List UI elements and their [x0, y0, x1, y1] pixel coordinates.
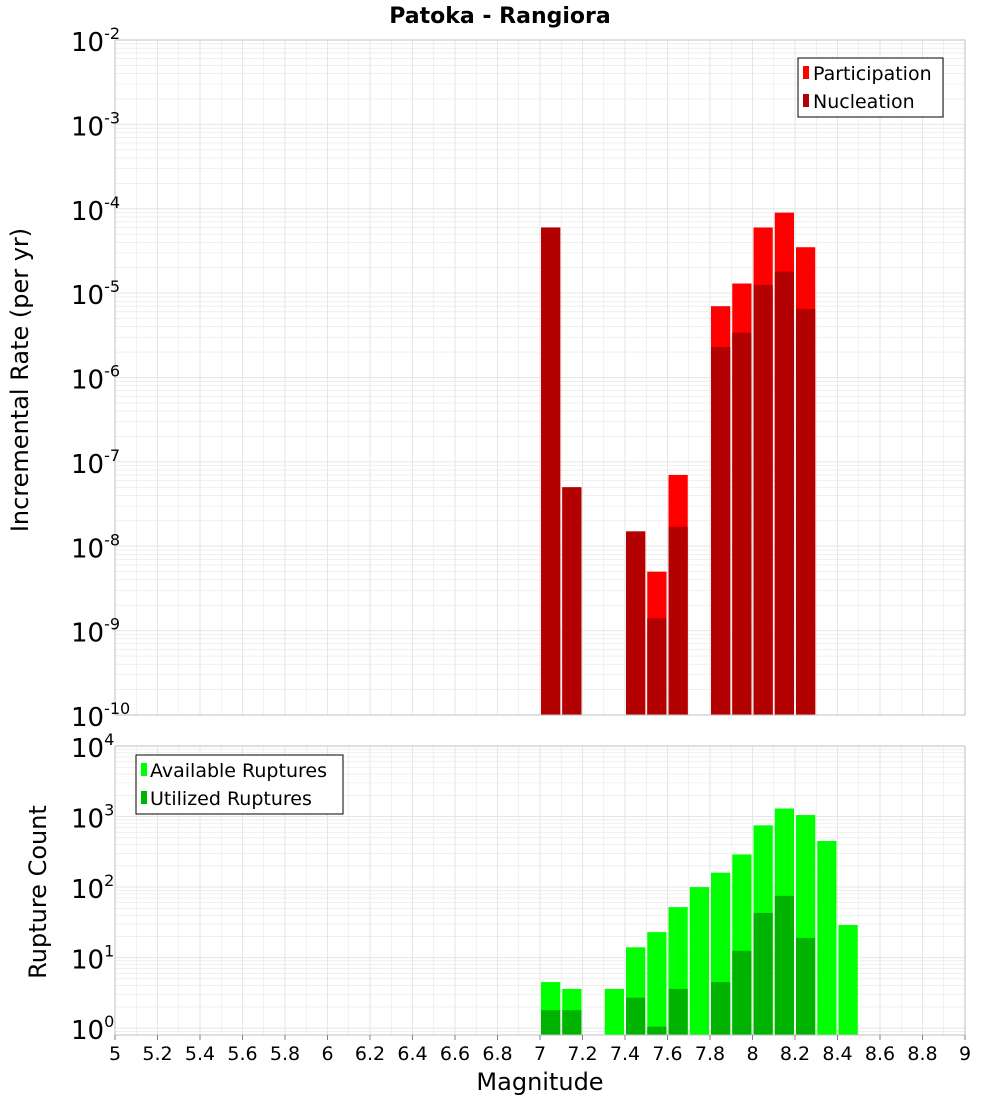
count-utilized-ruptures-bar [647, 1026, 667, 1035]
count-utilized-ruptures-bar [626, 997, 646, 1035]
rate-nucleation-bar [753, 284, 773, 715]
rate-plot-bars [541, 212, 816, 716]
rate-y-axis-ticks: 10-10 10-9 10-8 10-7 10-6 10-5 10-4 10-3 10-2 [71, 24, 130, 733]
x-tick-label: 5.6 [227, 1043, 257, 1065]
participation-legend-label: Participation [813, 63, 932, 85]
rate-y-tick-label: 10-9 [71, 615, 120, 649]
rate-plot-grid [114, 40, 966, 716]
nucleation-swatch [803, 94, 809, 107]
count-y-tick-label: 104 [71, 730, 114, 764]
count-y-tick-label: 102 [71, 871, 114, 905]
rate-y-axis-label: Incremental Rate (per yr) [6, 228, 34, 532]
rate-y-tick-label: 10-3 [71, 108, 120, 142]
rate-nucleation-bar [626, 531, 646, 715]
count-utilized-ruptures-bar [796, 937, 816, 1035]
rate-nucleation-bar [774, 271, 794, 715]
count-y-tick-label: 103 [71, 801, 114, 835]
count-available-ruptures-bar [689, 887, 709, 1035]
rate-y-tick-label: 10-6 [71, 362, 120, 396]
rate-legend-box [797, 57, 944, 118]
rate-nucleation-bar [732, 332, 752, 715]
count-utilized-ruptures-bar [668, 988, 688, 1035]
rate-nucleation-bar [711, 346, 731, 715]
x-tick-label: 6.6 [440, 1043, 470, 1065]
magnitude-x-axis-ticks: 5 5.2 5.4 5.6 5.8 6 6.2 6.4 6.6 6.8 7 7.2 7.4 7.6 7.8 8… [109, 1035, 971, 1065]
available-legend-label: Available Ruptures [150, 760, 327, 782]
rate-legend: Participation Nucleation [797, 57, 944, 118]
rate-nucleation-bar [562, 487, 582, 715]
count-utilized-ruptures-bar [753, 912, 773, 1035]
nucleation-legend-label: Nucleation [813, 91, 915, 113]
x-tick-label: 8.6 [865, 1043, 895, 1065]
chart-title: Patoka - Rangiora [389, 4, 610, 29]
x-tick-label: 6.4 [397, 1043, 427, 1065]
x-tick-label: 8 [746, 1043, 758, 1065]
count-available-ruptures-bar [647, 932, 667, 1035]
count-legend-box [135, 754, 344, 815]
count-utilized-ruptures-bar [732, 950, 752, 1035]
rate-y-tick-label: 10-2 [71, 24, 120, 58]
count-legend: Available Ruptures Utilized Ruptures [135, 754, 344, 815]
rate-nucleation-bar [647, 618, 667, 715]
available-swatch [141, 763, 147, 776]
count-utilized-ruptures-bar [711, 982, 731, 1035]
rate-nucleation-bar [668, 526, 688, 715]
rate-nucleation-bar [541, 227, 561, 715]
rate-plot-frame [114, 39, 966, 716]
utilized-legend-label: Utilized Ruptures [150, 788, 312, 810]
count-plot-bars [541, 808, 858, 1035]
x-tick-label: 6 [321, 1043, 333, 1065]
count-utilized-ruptures-bar [774, 895, 794, 1035]
x-tick-label: 5.4 [185, 1043, 215, 1065]
count-utilized-ruptures-bar [562, 1010, 582, 1035]
x-tick-label: 5 [109, 1043, 121, 1065]
x-tick-label: 7.2 [567, 1043, 597, 1065]
x-tick-label: 7.8 [695, 1043, 725, 1065]
rate-y-tick-label: 10-4 [71, 193, 120, 227]
count-available-ruptures-bar [604, 988, 624, 1035]
x-tick-label: 7.4 [610, 1043, 640, 1065]
x-tick-label: 6.8 [482, 1043, 512, 1065]
x-tick-label: 6.2 [355, 1043, 385, 1065]
count-y-tick-label: 100 [71, 1012, 114, 1046]
count-available-ruptures-bar [838, 925, 858, 1035]
x-tick-label: 5.2 [142, 1043, 172, 1065]
x-tick-label: 7.6 [652, 1043, 682, 1065]
count-y-axis-label: Rupture Count [24, 805, 52, 979]
participation-swatch [803, 66, 809, 79]
rate-y-tick-label: 10-5 [71, 277, 120, 311]
rate-y-tick-label: 10-7 [71, 446, 120, 480]
count-available-ruptures-bar [817, 841, 837, 1035]
x-tick-label: 5.8 [270, 1043, 300, 1065]
x-tick-label: 7 [534, 1043, 546, 1065]
x-tick-label: 8.2 [780, 1043, 810, 1065]
rate-y-tick-label: 10-8 [71, 530, 120, 564]
x-tick-label: 9 [959, 1043, 971, 1065]
rate-nucleation-bar [796, 308, 816, 715]
count-utilized-ruptures-bar [541, 1010, 561, 1035]
rate-y-tick-label: 10-10 [71, 699, 130, 733]
x-axis-label: Magnitude [476, 1068, 603, 1096]
count-y-tick-label: 101 [71, 942, 114, 976]
count-y-axis-ticks: 100 101 102 103 104 [71, 730, 114, 1046]
utilized-swatch [141, 791, 147, 804]
x-tick-label: 8.4 [822, 1043, 852, 1065]
x-tick-label: 8.8 [907, 1043, 937, 1065]
